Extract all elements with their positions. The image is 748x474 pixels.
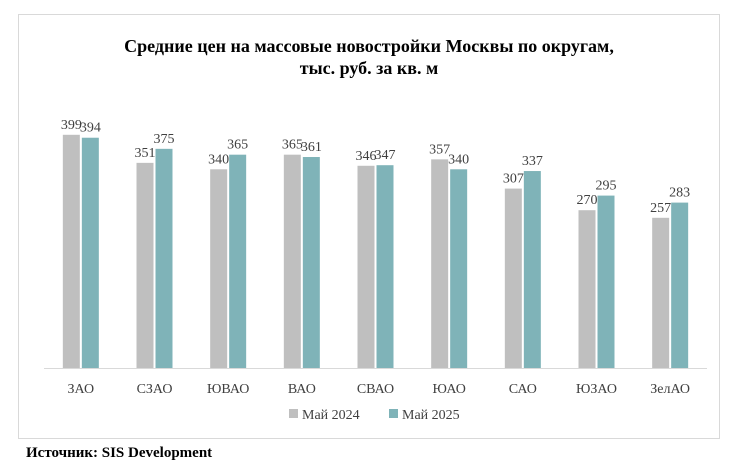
bar-1-5 — [431, 159, 449, 368]
data-label-2-1: 375 — [154, 132, 175, 147]
x-tick-label-6: САО — [509, 382, 537, 397]
bar-2-8 — [671, 202, 689, 368]
data-label-2-4: 347 — [375, 148, 396, 163]
legend-swatch-2 — [389, 409, 398, 418]
bar-2-2 — [229, 154, 247, 368]
bar-2-1 — [155, 148, 173, 368]
data-label-2-5: 340 — [448, 152, 469, 167]
data-label-1-5: 357 — [429, 142, 450, 157]
bar-2-3 — [302, 157, 320, 368]
legend-swatch-1 — [289, 409, 298, 418]
bar-1-0 — [62, 134, 80, 368]
data-label-2-7: 295 — [596, 179, 617, 194]
data-label-2-6: 337 — [522, 154, 543, 169]
x-tick-label-4: СВАО — [357, 382, 394, 397]
chart-title-line-1: Средние цен на массовые новостройки Моск… — [124, 36, 614, 56]
data-label-1-2: 340 — [208, 152, 229, 167]
x-tick-label-2: ЮВАО — [207, 382, 249, 397]
x-tick-label-0: ЗАО — [68, 382, 95, 397]
x-tick-label-8: ЗелАО — [650, 382, 690, 397]
x-tick-label-5: ЮАО — [432, 382, 465, 397]
data-label-2-0: 394 — [80, 121, 101, 136]
bar-2-0 — [81, 137, 99, 368]
data-label-1-3: 365 — [282, 138, 303, 153]
bar-1-4 — [357, 165, 375, 368]
legend-label-2: Май 2025 — [402, 408, 460, 423]
data-label-2-8: 283 — [669, 186, 690, 201]
x-tick-label-1: СЗАО — [137, 382, 173, 397]
data-label-1-0: 399 — [61, 118, 82, 133]
data-label-1-7: 270 — [577, 193, 598, 208]
data-label-1-6: 307 — [503, 172, 524, 187]
bar-2-4 — [376, 165, 394, 368]
bar-1-1 — [136, 162, 154, 368]
bar-2-5 — [450, 169, 468, 368]
data-label-1-1: 351 — [135, 146, 156, 161]
data-label-2-2: 365 — [227, 138, 248, 153]
data-label-1-8: 257 — [650, 201, 671, 216]
bar-1-7 — [578, 210, 596, 368]
data-label-1-4: 346 — [356, 149, 377, 164]
chart-title-line-2: тыс. руб. за кв. м — [299, 58, 439, 78]
bar-1-2 — [210, 169, 228, 368]
bar-1-3 — [283, 154, 301, 368]
x-tick-label-7: ЮЗАО — [576, 382, 617, 397]
legend-label-1: Май 2024 — [302, 408, 360, 423]
bar-1-8 — [652, 217, 670, 368]
source-note: Источник: SIS Development — [26, 445, 213, 461]
bar-1-6 — [504, 188, 522, 368]
chart-title: Средние цен на массовые новостройки Моск… — [19, 35, 719, 79]
x-tick-label-3: ВАО — [288, 382, 316, 397]
bar-chart: 399394ЗАО351375СЗАО340365ЮВАО365361ВАО34… — [44, 118, 707, 423]
bar-2-6 — [523, 171, 541, 368]
bar-2-7 — [597, 195, 615, 368]
chart-frame: Средние цен на массовые новостройки Моск… — [18, 14, 720, 439]
data-label-2-3: 361 — [301, 140, 322, 155]
